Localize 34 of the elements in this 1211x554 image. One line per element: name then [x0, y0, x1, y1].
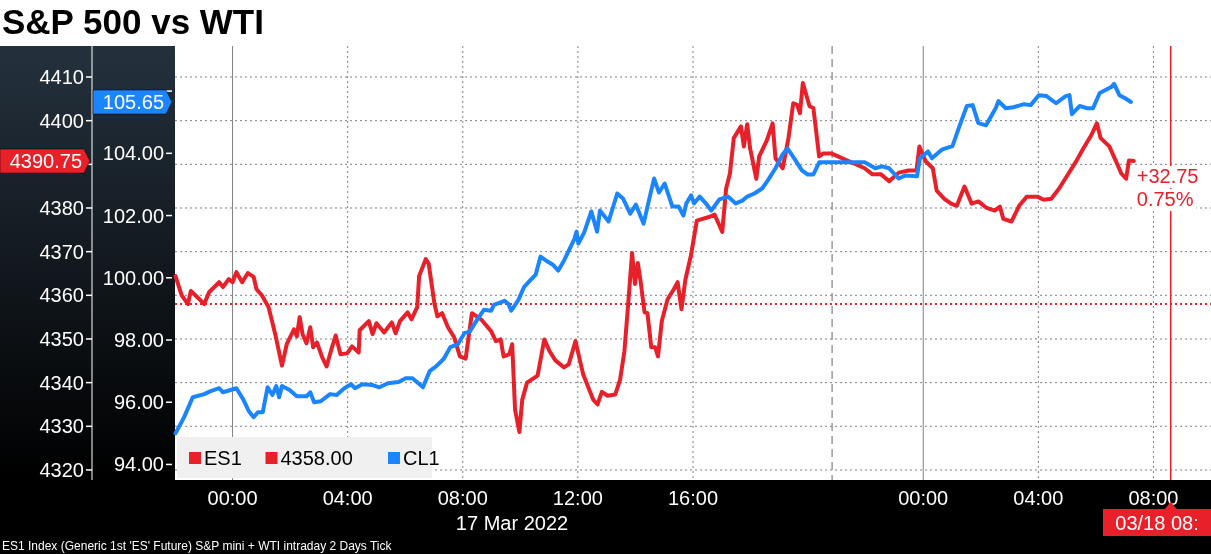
x-axis-title: 17 Mar 2022 [455, 512, 569, 534]
legend-label: 4358.00 [280, 447, 353, 469]
annotation: +32.75 [1136, 165, 1199, 188]
x-tick-label: 08:00 [437, 487, 488, 509]
x-tick-label: 08:00 [1128, 487, 1179, 509]
y-tick-label: 4410 [39, 66, 84, 88]
legend-label: ES1 [204, 447, 242, 469]
text: 105.65 [102, 91, 164, 113]
y2-tick-label: 100.00 [102, 266, 164, 289]
y-tick-label: 4400 [39, 109, 84, 132]
y2-tick-label: 104.00 [102, 142, 164, 165]
y-tick-label: 4370 [39, 240, 84, 263]
y2-tick-label: 94.00 [113, 453, 164, 476]
y2-tick-label: 102.00 [102, 204, 164, 227]
text: 4390.75 [9, 150, 82, 173]
y2-tick-label: 98.00 [113, 329, 164, 351]
x-tick-label: 04:00 [1013, 487, 1064, 509]
y2-tick-label: 96.00 [113, 391, 164, 414]
annotation: 0.75% [1136, 188, 1194, 211]
x-tick-label: 00:00 [207, 487, 258, 509]
x-tick-label: 04:00 [322, 487, 373, 509]
y-tick-label: 4380 [39, 196, 84, 219]
y-tick-label: 4330 [39, 415, 84, 438]
y-tick-label: 4340 [39, 371, 84, 394]
y-tick-label: 4320 [39, 458, 84, 481]
legend-label: CL1 [403, 447, 440, 469]
ref-line-label: 03/18 08: [1115, 512, 1199, 534]
y-tick-label: 4350 [39, 327, 84, 350]
x-tick-label: 00:00 [898, 487, 949, 509]
x-tick-label: 16:00 [667, 487, 719, 509]
chart-title: S&P 500 vs WTI [2, 2, 264, 41]
text: ES1 Index (Generic 1st 'ES' Future) S&P mini + WTI intraday 2 Days Tick [2, 539, 393, 553]
y-tick-label: 4360 [39, 284, 84, 307]
x-tick-label: 12:00 [552, 487, 603, 509]
